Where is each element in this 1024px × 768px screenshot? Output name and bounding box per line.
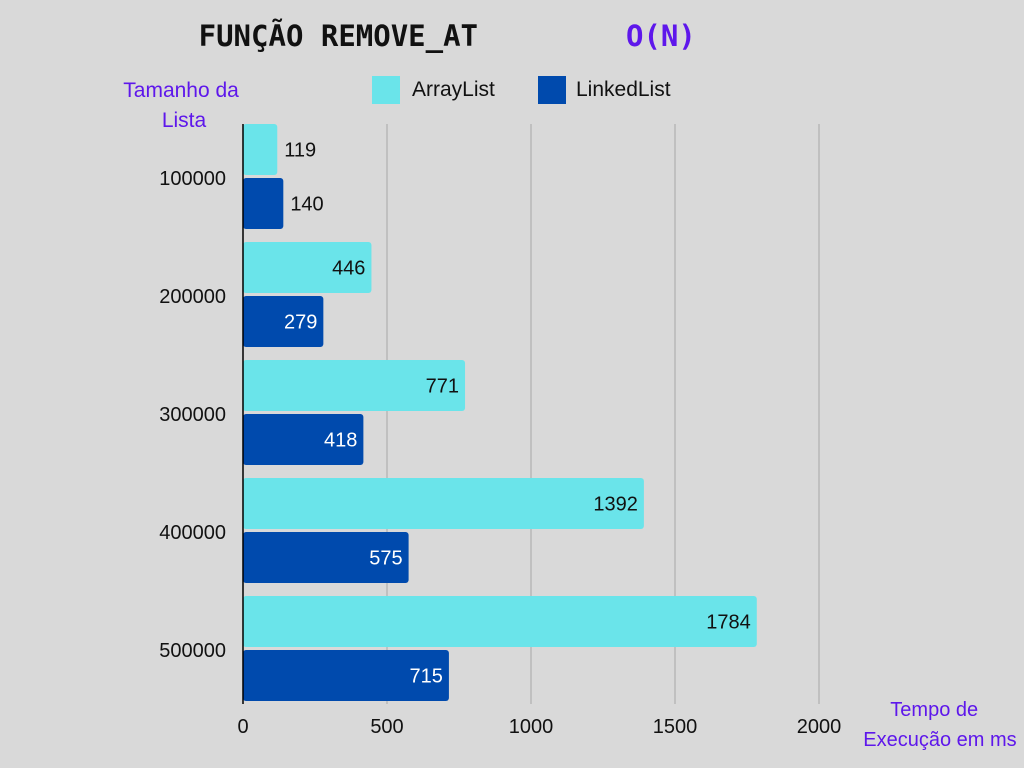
category-label: 200000 — [159, 286, 226, 308]
data-label: 771 — [426, 376, 459, 398]
data-label: 119 — [284, 140, 316, 162]
bar — [243, 124, 278, 175]
legend-label: LinkedList — [576, 78, 671, 101]
bar — [243, 596, 757, 647]
data-label: 446 — [332, 258, 365, 280]
legend: ArrayList LinkedList — [372, 76, 671, 104]
bar — [243, 532, 409, 583]
y-axis-label-line1: Tamanho da — [123, 79, 239, 102]
x-tick-label: 1000 — [509, 716, 554, 738]
x-axis-label: Tempo de Execução em ms — [863, 699, 1016, 751]
data-label: 575 — [369, 548, 402, 570]
legend-swatch — [538, 76, 566, 104]
x-tick-label: 500 — [370, 716, 403, 738]
x-tick-label: 1500 — [653, 716, 698, 738]
x-tick-label: 2000 — [797, 716, 842, 738]
category-label: 500000 — [159, 640, 226, 662]
chart-title-complexity: O(N) — [626, 19, 696, 53]
x-tick-label: 0 — [237, 716, 248, 738]
legend-swatch — [372, 76, 400, 104]
bar — [243, 296, 324, 347]
x-axis-label-line1: Tempo de — [890, 699, 978, 721]
y-axis-label-line2: Lista — [162, 109, 207, 132]
bar — [243, 178, 284, 229]
category-label: 300000 — [159, 404, 226, 426]
y-axis-label: Tamanho da Lista — [123, 79, 244, 132]
data-label: 715 — [410, 666, 443, 688]
bar — [243, 360, 466, 411]
bar — [243, 650, 449, 701]
legend-label: ArrayList — [412, 78, 495, 101]
bar — [243, 478, 644, 529]
bars: 119 140 446 279 771 418 1392 575 1784 715 — [243, 124, 757, 701]
data-label: 418 — [324, 430, 357, 452]
category-label: 100000 — [159, 168, 226, 190]
bar — [243, 242, 372, 293]
chart-title: FUNÇÃO REMOVE_AT — [199, 19, 478, 53]
data-label: 279 — [284, 312, 317, 334]
category-label: 400000 — [159, 522, 226, 544]
bar — [243, 414, 364, 465]
data-label: 1784 — [706, 612, 751, 634]
data-label: 140 — [290, 194, 323, 216]
data-label: 1392 — [593, 494, 638, 516]
x-axis-label-line2: Execução em ms — [863, 729, 1016, 751]
category-labels: 100000 200000 300000 400000 500000 — [159, 168, 226, 662]
x-ticks: 0 500 1000 1500 2000 — [237, 716, 841, 738]
